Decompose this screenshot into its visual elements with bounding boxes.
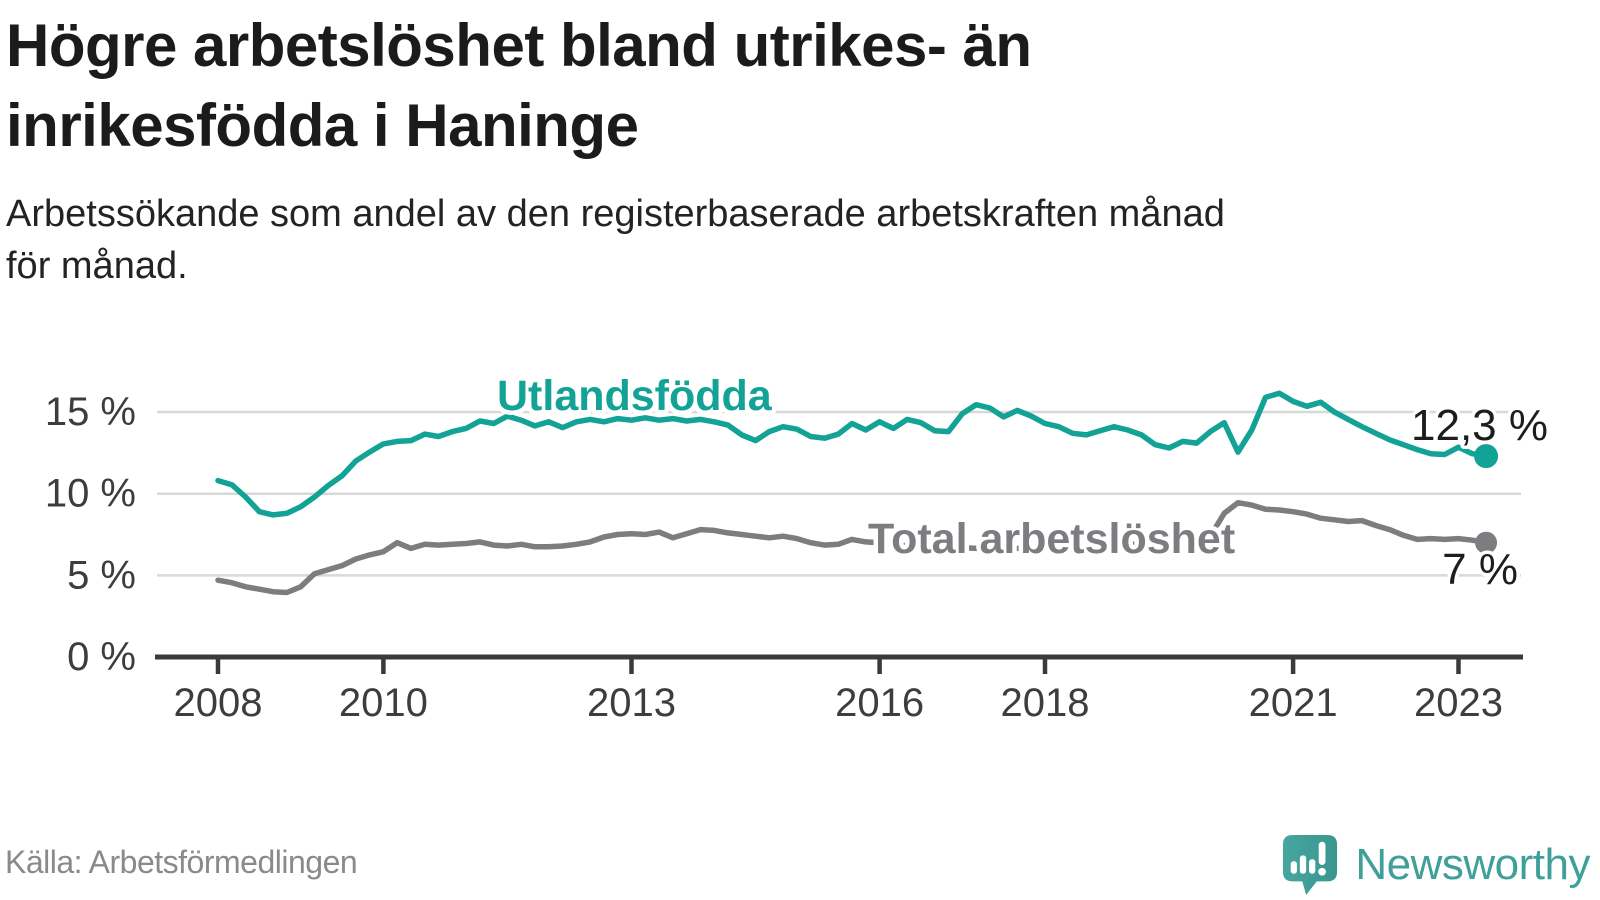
x-axis-tick-label-2018: 2018 (1001, 681, 1090, 725)
newsworthy-speech-bubble-chart-icon (1283, 835, 1338, 895)
chart-subtitle-line-2: för månad. (6, 245, 188, 287)
chart-subtitle-line-1: Arbetssökande som andel av den registerb… (6, 193, 1225, 235)
series-label-total-arbetsloshet: Total arbetslöshet (868, 515, 1235, 563)
chart-title-line-2: inrikesfödda i Haninge (6, 92, 639, 159)
y-axis-tick-label-15: 15 % (45, 390, 136, 434)
x-axis-tick-label-2008: 2008 (174, 681, 263, 725)
series-end-dot-total-arbetsloshet (1475, 531, 1498, 554)
series-line-total-arbetsloshet (215, 499, 1489, 596)
x-axis-tick-label-2016: 2016 (835, 681, 924, 725)
series-label-utlandsfodda: Utlandsfödda (497, 372, 773, 420)
end-value-label-total-arbetsloshet: 7 % (1442, 545, 1518, 594)
source-note: Källa: Arbetsförmedlingen (5, 844, 358, 880)
chart-subtitle: Arbetssökande som andel av den registerb… (6, 188, 1225, 292)
newsworthy-logo-text: Newsworthy (1355, 840, 1590, 889)
x-axis-tick-label-2021: 2021 (1249, 681, 1338, 725)
x-axis-tick-label-2010: 2010 (339, 681, 428, 725)
chart-title: Högre arbetslöshet bland utrikes- än inr… (6, 6, 1032, 166)
end-value-label-utlandsfodda: 12,3 % (1411, 401, 1548, 450)
x-axis-tick-label-2013: 2013 (587, 681, 676, 725)
chart-title-line-1: Högre arbetslöshet bland utrikes- än (6, 12, 1032, 79)
series-line-utlandsfodda (215, 390, 1489, 518)
series-end-dot-utlandsfodda (1474, 444, 1499, 469)
y-axis-tick-label-5: 5 % (67, 553, 136, 597)
x-axis-tick-label-2023: 2023 (1414, 681, 1503, 725)
newsworthy-logo: Newsworthy (1281, 832, 1590, 898)
y-axis-tick-label-10: 10 % (45, 472, 136, 516)
y-axis-tick-label-0: 0 % (67, 635, 136, 679)
